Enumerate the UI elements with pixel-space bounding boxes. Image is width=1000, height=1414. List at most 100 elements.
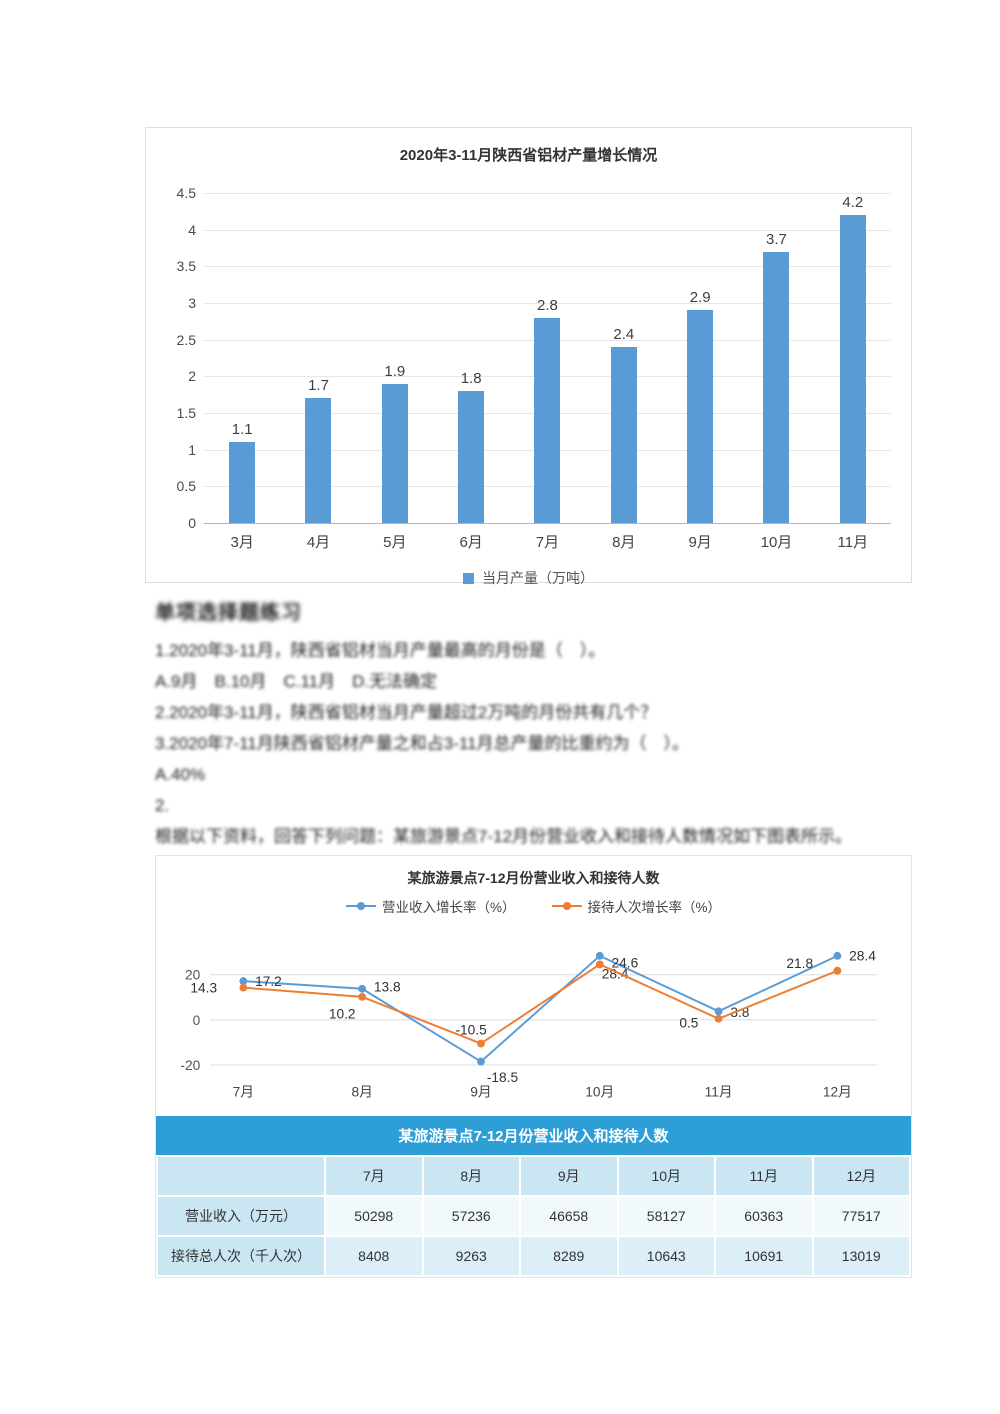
bar-chart-xlabels: 3月 4月 5月 6月 7月 8月 9月 10月 11月 [204, 531, 891, 552]
question-line: 3.2020年7-11月陕西省铝材产量之和占3-11月总产量的比重约为（ ）。 [155, 734, 690, 753]
data-label: -18.5 [487, 1070, 519, 1085]
data-point [595, 951, 604, 960]
data-point [714, 1007, 723, 1016]
bar-chart-legend: 当月产量（万吨） [146, 568, 911, 588]
bar-chart-plot: 0 0.5 1 1.5 2 2.5 3 3.5 4 4.5 1.1 1.7 1.9 1.8 2.8 2.4 2.… [177, 185, 891, 531]
bar-value-label: 2.4 [613, 326, 635, 343]
data-point [714, 1014, 723, 1023]
table-header-cell: 12月 [811, 1155, 911, 1197]
data-label: 17.2 [255, 974, 282, 989]
question-block: 单项选择题练习 1.2020年3-11月，陕西省铝材当月产量最高的月份是（ ）。… [155, 596, 875, 858]
data-table: 7月 8月 9月 10月 11月 12月 营业收入（万元） 50298 57236 46658 58… [156, 1155, 911, 1277]
table-row: 接待总人次（千人次） 8408 9263 8289 10643 10691 13019 [156, 1235, 911, 1277]
bar-column: 2.4 [586, 193, 662, 523]
table-cell: 77517 [811, 1195, 911, 1237]
x-axis-label: 8月 [351, 1084, 372, 1099]
table-row-label: 接待总人次（千人次） [156, 1235, 326, 1277]
bar-column: 1.8 [433, 193, 509, 523]
table-header-row: 7月 8月 9月 10月 11月 12月 [156, 1155, 911, 1197]
bar-column: 1.1 [204, 193, 280, 523]
bar-column: 2.9 [662, 193, 738, 523]
data-label: -10.5 [455, 1023, 487, 1038]
y-axis-tick: 3 [188, 295, 196, 311]
bar [229, 442, 256, 523]
x-axis-label: 6月 [459, 534, 483, 551]
bar-legend-label: 当月产量（万吨） [482, 570, 594, 586]
bar [381, 383, 408, 523]
data-label: 21.8 [786, 956, 813, 971]
bar-series: 1.1 1.7 1.9 1.8 2.8 2.4 2.9 3.7 4.2 [204, 193, 891, 523]
bar-chart-panel: 2020年3-11月陕西省铝材产量增长情况 0 0.5 1 1.5 2 2.5 3 3.5 4 4… [145, 127, 912, 586]
question-line: 根据以下资料，回答下列问题：某旅游景点7-12月份营业收入和接待人数情况如下图表… [155, 827, 853, 846]
x-axis-label: 7月 [233, 1084, 254, 1099]
table-row-label: 营业收入（万元） [156, 1195, 326, 1237]
table-cell: 10643 [616, 1235, 716, 1277]
question-line: A.40% [155, 765, 206, 784]
bar-legend-swatch [463, 572, 474, 584]
data-label: 28.4 [849, 949, 876, 964]
bar-column: 2.8 [509, 193, 585, 523]
data-label: 13.8 [374, 980, 401, 995]
y-axis-tick: 1 [188, 441, 196, 458]
legend-label: 营业收入增长率（%） [381, 900, 516, 915]
bar [458, 391, 485, 523]
data-point [239, 983, 248, 992]
gridline [204, 523, 891, 524]
series-line [243, 954, 838, 1063]
x-axis-label: 9月 [470, 1084, 491, 1099]
data-point [358, 984, 367, 993]
table-cell: 13019 [811, 1235, 911, 1277]
data-point [833, 966, 842, 975]
bar [763, 251, 790, 523]
table-header-cell: 10月 [616, 1155, 716, 1197]
table-cell: 8289 [519, 1235, 619, 1277]
y-axis-tick: 0 [188, 515, 196, 531]
table-cell: 9263 [421, 1235, 521, 1277]
gridline [204, 193, 891, 194]
x-axis-label: 3月 [230, 534, 254, 551]
bar [839, 215, 866, 523]
series-line [243, 963, 838, 1045]
bar-chart-title: 2020年3-11月陕西省铝材产量增长情况 [399, 147, 658, 164]
y-axis-tick: 4 [188, 221, 196, 238]
question-line: 2. [155, 796, 170, 815]
y-axis-tick: 0.5 [176, 478, 196, 495]
data-point [239, 977, 248, 986]
y-axis-tick: 0 [193, 1013, 201, 1028]
bar-value-label: 2.8 [537, 296, 558, 314]
x-axis-label: 11月 [837, 534, 869, 551]
bar [534, 317, 561, 523]
table-header-cell: 7月 [324, 1155, 424, 1197]
table-cell: 58127 [616, 1195, 716, 1237]
data-label: 10.2 [329, 1006, 356, 1021]
table-cell: 60363 [714, 1195, 814, 1237]
legend-item: 接待人次增长率（%） [551, 896, 721, 916]
data-point [477, 1039, 485, 1048]
bar [305, 398, 332, 523]
line-chart-panel: 某旅游景点7-12月份营业收入和接待人数 营业收入增长率（%） 接待人次增长率（%… [155, 855, 912, 1278]
table-row: 营业收入（万元） 50298 57236 46658 58127 60363 77517 [156, 1195, 911, 1237]
table-title: 某旅游景点7-12月份营业收入和接待人数 [156, 1116, 911, 1155]
x-axis-label: 7月 [535, 534, 560, 551]
table-cell: 50298 [324, 1195, 424, 1237]
x-axis-label: 10月 [760, 534, 793, 551]
y-axis-tick: 1.5 [176, 405, 196, 421]
data-point [358, 992, 367, 1001]
bar-value-label: 2.9 [689, 289, 711, 307]
question-heading: 单项选择题练习 [155, 602, 302, 624]
x-axis-label: 12月 [823, 1084, 852, 1099]
line-chart-legend: 营业收入增长率（%） 接待人次增长率（%） [156, 896, 911, 916]
y-axis-tick: -20 [180, 1058, 200, 1073]
table-header-cell [156, 1155, 326, 1197]
y-axis-tick: 3.5 [176, 258, 196, 275]
bar-value-label: 1.1 [231, 421, 253, 439]
x-axis-label: 10月 [585, 1084, 614, 1099]
table-cell: 8408 [324, 1235, 424, 1277]
legend-line-marker [551, 905, 582, 907]
question-line: A.9月 B.10月 C.11月 D.无法确定 [155, 672, 438, 691]
y-axis-tick: 2 [188, 368, 196, 385]
table-cell: 46658 [519, 1195, 619, 1237]
y-axis-tick: 4.5 [176, 185, 196, 201]
